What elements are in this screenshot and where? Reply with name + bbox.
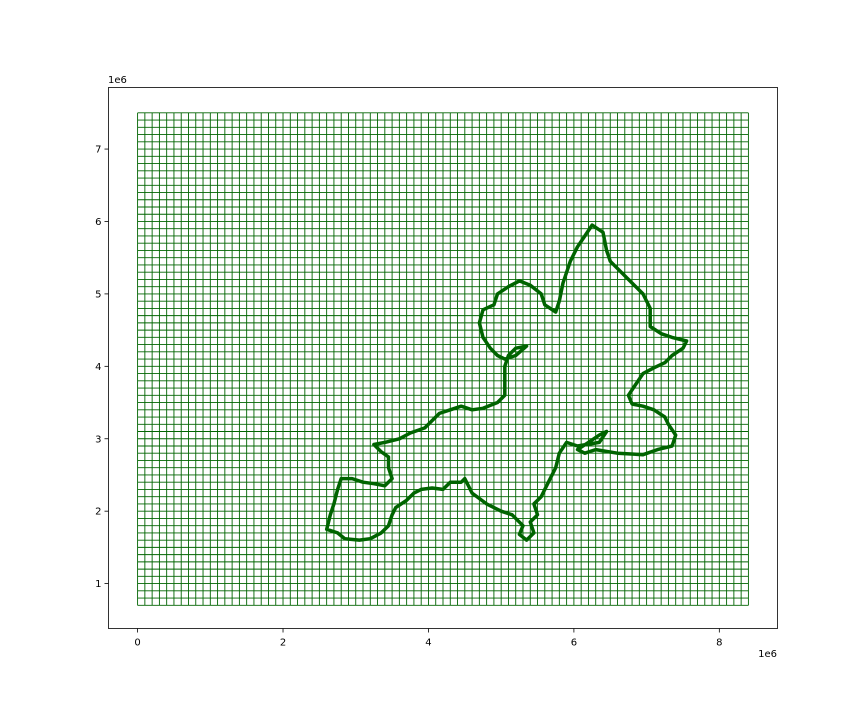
axes-frame — [108, 87, 778, 629]
x-offset-label: 1e6 — [758, 649, 777, 660]
y-tick-label: 4 — [95, 362, 101, 373]
y-tick-label: 3 — [95, 434, 101, 445]
y-tick-label: 1 — [95, 579, 101, 590]
x-tick-label: 4 — [425, 638, 431, 649]
y-tick-label: 2 — [95, 507, 101, 518]
x-tick-label: 6 — [571, 638, 577, 649]
y-axis: 1 2 3 4 5 6 7 — [95, 145, 109, 590]
y-tick-label: 7 — [95, 145, 101, 156]
x-tick-label: 8 — [716, 638, 722, 649]
grid-layer — [137, 112, 749, 606]
region-outline — [324, 223, 689, 542]
y-tick-label: 5 — [95, 289, 101, 300]
y-tick-label: 6 — [95, 217, 101, 228]
x-tick-label: 2 — [280, 638, 286, 649]
x-axis: 0 2 4 6 8 — [134, 628, 723, 649]
plot-area — [108, 87, 778, 629]
y-offset-label: 1e6 — [108, 75, 127, 86]
x-tick-label: 0 — [134, 638, 140, 649]
